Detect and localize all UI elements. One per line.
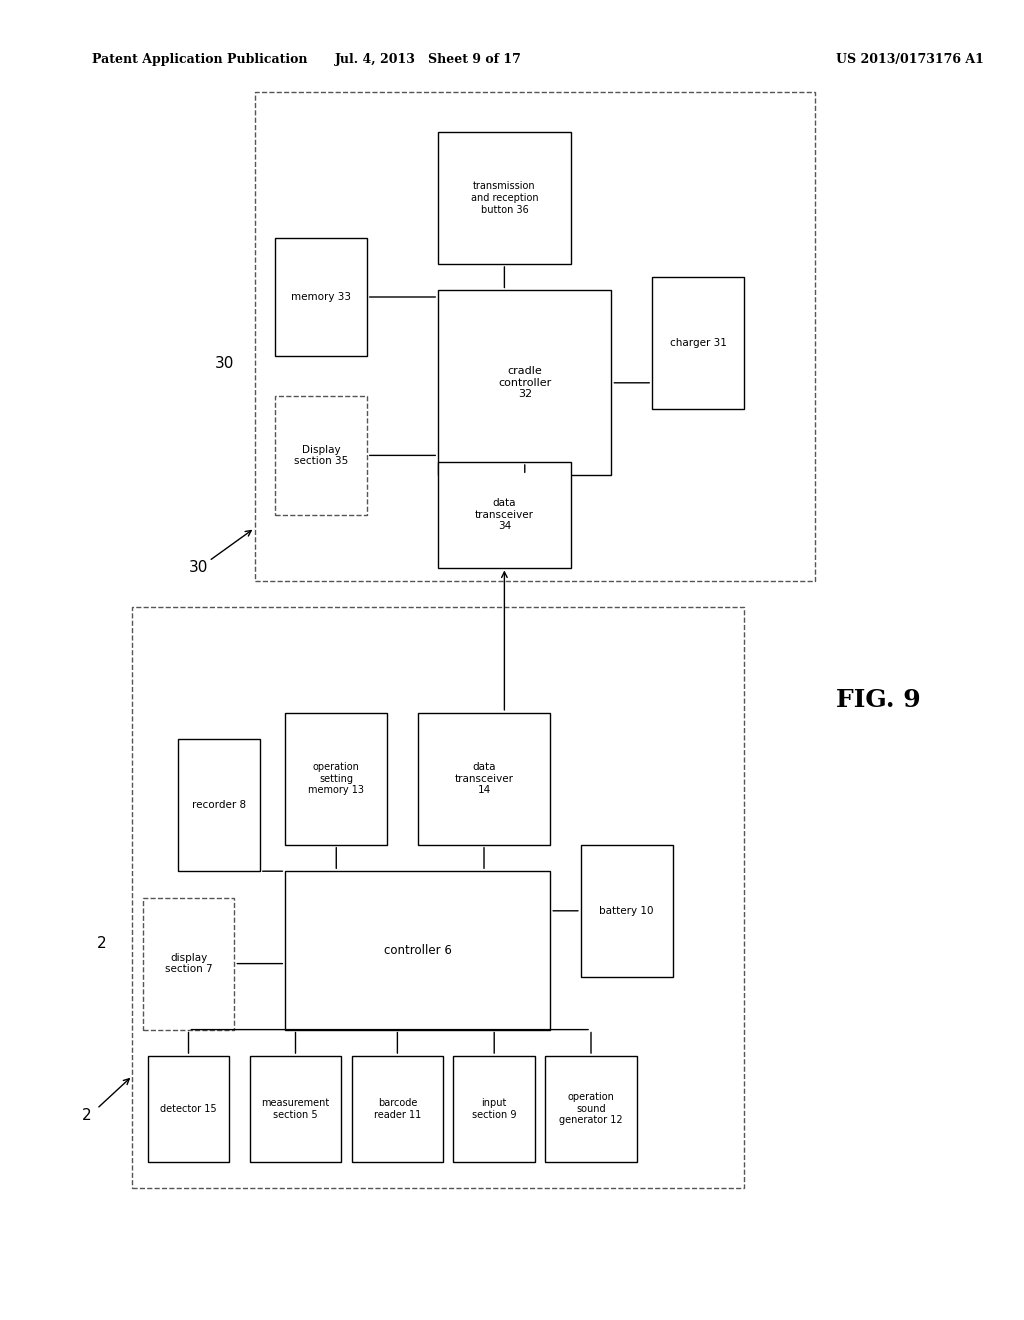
Text: Patent Application Publication: Patent Application Publication [92,53,307,66]
FancyBboxPatch shape [142,898,234,1030]
Text: Display
section 35: Display section 35 [294,445,348,466]
Text: data
transceiver
34: data transceiver 34 [475,498,534,532]
Text: input
section 9: input section 9 [472,1098,516,1119]
Text: memory 33: memory 33 [291,292,351,302]
FancyBboxPatch shape [652,277,743,409]
Text: display
section 7: display section 7 [165,953,212,974]
Text: barcode
reader 11: barcode reader 11 [374,1098,421,1119]
Text: measurement
section 5: measurement section 5 [261,1098,330,1119]
FancyBboxPatch shape [438,132,570,264]
FancyBboxPatch shape [286,871,550,1030]
Text: data
transceiver
14: data transceiver 14 [455,762,513,796]
Text: operation
sound
generator 12: operation sound generator 12 [559,1092,623,1126]
FancyBboxPatch shape [250,1056,341,1162]
Text: 2: 2 [97,936,106,952]
Text: 2: 2 [82,1107,91,1123]
FancyBboxPatch shape [438,462,570,568]
FancyBboxPatch shape [454,1056,535,1162]
FancyBboxPatch shape [581,845,673,977]
FancyBboxPatch shape [351,1056,443,1162]
FancyBboxPatch shape [286,713,387,845]
Text: 30: 30 [214,355,233,371]
FancyBboxPatch shape [545,1056,637,1162]
FancyBboxPatch shape [438,290,611,475]
Text: 30: 30 [189,560,209,576]
Text: operation
setting
memory 13: operation setting memory 13 [308,762,365,796]
Text: FIG. 9: FIG. 9 [836,688,921,711]
Text: cradle
controller
32: cradle controller 32 [498,366,551,400]
Text: controller 6: controller 6 [384,944,452,957]
FancyBboxPatch shape [418,713,550,845]
FancyBboxPatch shape [275,238,367,356]
Text: recorder 8: recorder 8 [193,800,246,810]
FancyBboxPatch shape [275,396,367,515]
Text: Jul. 4, 2013   Sheet 9 of 17: Jul. 4, 2013 Sheet 9 of 17 [335,53,521,66]
Text: transmission
and reception
button 36: transmission and reception button 36 [471,181,539,215]
FancyBboxPatch shape [178,739,260,871]
FancyBboxPatch shape [147,1056,229,1162]
Text: detector 15: detector 15 [160,1104,217,1114]
Text: US 2013/0173176 A1: US 2013/0173176 A1 [836,53,983,66]
Text: charger 31: charger 31 [670,338,726,348]
Text: battery 10: battery 10 [599,906,654,916]
